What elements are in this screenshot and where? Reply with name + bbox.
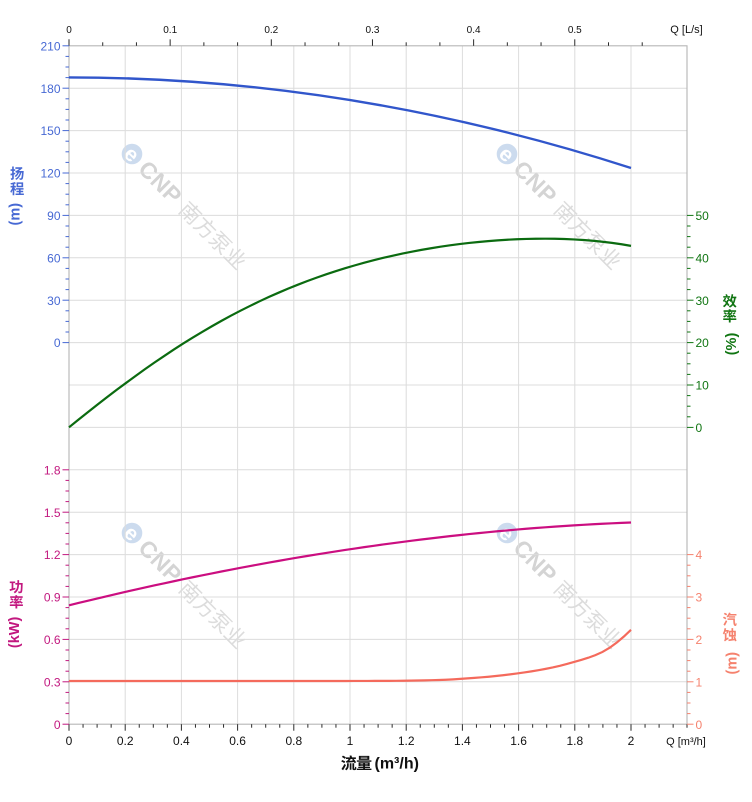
svg-text:0.2: 0.2 xyxy=(264,25,278,36)
svg-text:0.9: 0.9 xyxy=(44,591,61,605)
svg-text:2: 2 xyxy=(628,734,635,748)
svg-text:60: 60 xyxy=(47,251,61,265)
svg-text:0: 0 xyxy=(696,718,703,732)
svg-text:0.6: 0.6 xyxy=(229,734,246,748)
svg-text:0.3: 0.3 xyxy=(44,675,61,689)
svg-text:30: 30 xyxy=(696,294,710,308)
svg-text:1.4: 1.4 xyxy=(454,734,471,748)
svg-text:120: 120 xyxy=(40,167,60,181)
svg-text:0.3: 0.3 xyxy=(366,25,380,36)
svg-text:0.1: 0.1 xyxy=(163,25,177,36)
svg-text:2: 2 xyxy=(696,633,703,647)
svg-text:150: 150 xyxy=(40,124,60,138)
svg-text:(%): (%) xyxy=(724,333,740,356)
svg-text:1: 1 xyxy=(347,734,354,748)
svg-text:0.4: 0.4 xyxy=(467,25,481,36)
svg-text:0: 0 xyxy=(54,336,61,350)
svg-text:20: 20 xyxy=(696,336,710,350)
svg-text:50: 50 xyxy=(696,209,710,223)
svg-text:1: 1 xyxy=(696,675,703,689)
svg-text:0: 0 xyxy=(54,718,61,732)
svg-text:1.8: 1.8 xyxy=(566,734,583,748)
svg-text:0: 0 xyxy=(66,25,72,36)
svg-text:(m): (m) xyxy=(724,652,740,675)
svg-text:90: 90 xyxy=(47,209,61,223)
svg-text:Q [L/s]: Q [L/s] xyxy=(670,24,702,36)
svg-text:1.2: 1.2 xyxy=(44,548,61,562)
svg-text:0: 0 xyxy=(66,734,73,748)
svg-text:1.2: 1.2 xyxy=(398,734,415,748)
svg-text:0.6: 0.6 xyxy=(44,633,61,647)
svg-text:40: 40 xyxy=(696,251,710,265)
svg-text:(m³/h): (m³/h) xyxy=(375,755,419,772)
svg-text:Q [m³/h]: Q [m³/h] xyxy=(666,736,706,748)
svg-text:0.5: 0.5 xyxy=(568,25,582,36)
svg-text:0.2: 0.2 xyxy=(117,734,134,748)
svg-text:1.8: 1.8 xyxy=(44,463,61,477)
svg-text:210: 210 xyxy=(40,39,60,53)
svg-text:1.5: 1.5 xyxy=(44,506,61,520)
svg-text:0.8: 0.8 xyxy=(285,734,302,748)
svg-text:(m): (m) xyxy=(8,203,24,226)
svg-text:30: 30 xyxy=(47,294,61,308)
svg-text:10: 10 xyxy=(696,379,710,393)
svg-text:0.4: 0.4 xyxy=(173,734,190,748)
svg-text:0: 0 xyxy=(696,421,703,435)
svg-text:(kW): (kW) xyxy=(7,617,23,649)
svg-text:3: 3 xyxy=(696,591,703,605)
svg-text:1.6: 1.6 xyxy=(510,734,527,748)
svg-text:4: 4 xyxy=(696,548,703,562)
svg-text:180: 180 xyxy=(40,82,60,96)
